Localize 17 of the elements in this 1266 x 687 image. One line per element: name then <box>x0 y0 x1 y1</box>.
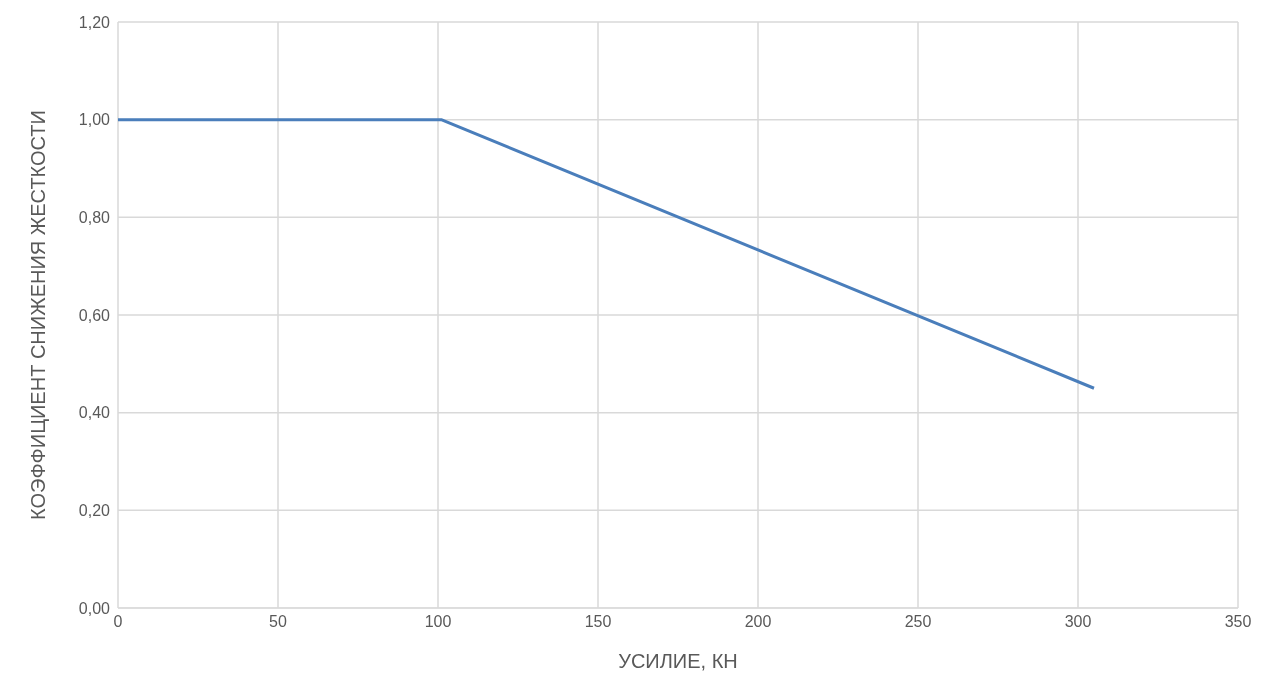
x-tick-label: 200 <box>744 613 772 631</box>
x-tick-label: 250 <box>904 613 932 631</box>
y-tick-label: 1,20 <box>78 13 111 31</box>
y-tick-label: 0,00 <box>78 599 111 617</box>
x-tick-label: 0 <box>113 613 123 631</box>
x-axis-title: УСИЛИЕ, КН <box>618 650 738 672</box>
y-tick-label: 0,80 <box>78 209 111 227</box>
y-tick-label: 0,40 <box>78 404 111 422</box>
y-tick-label: 1,00 <box>78 111 111 129</box>
x-tick-label: 150 <box>584 613 612 631</box>
y-tick-label: 0,60 <box>78 306 111 324</box>
x-tick-label: 100 <box>424 613 452 631</box>
x-tick-label: 300 <box>1064 613 1092 631</box>
x-tick-label: 50 <box>269 613 287 631</box>
y-axis-title: КОЭФФИЦИЕНТ СНИЖЕНИЯ ЖЕСТКОСТИ <box>27 110 50 520</box>
x-tick-label: 350 <box>1224 613 1252 631</box>
y-tick-label: 0,20 <box>78 502 111 520</box>
